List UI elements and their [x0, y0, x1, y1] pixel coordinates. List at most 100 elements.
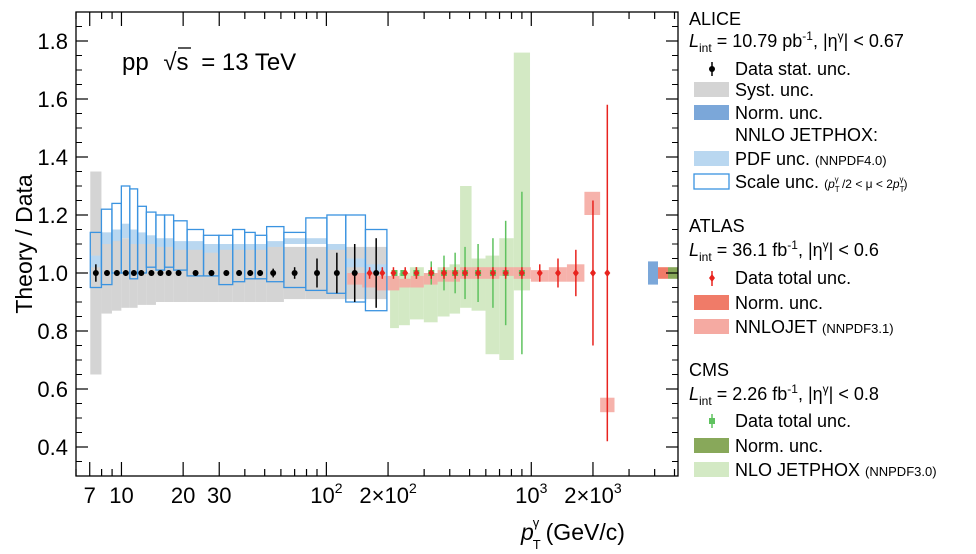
atlas-data-point: [462, 269, 469, 277]
alice-data-point: [130, 270, 137, 276]
atlas-data-point: [489, 269, 496, 277]
alice-pdf-band: [345, 258, 366, 268]
x-tick-label: 103: [515, 480, 547, 508]
plot-area: [89, 52, 678, 442]
atlas-data-point: [390, 269, 397, 277]
legend-alice-scale-swatch: [693, 173, 730, 190]
alice-data-point: [247, 270, 254, 276]
alice-pdf-band: [164, 238, 174, 247]
legend-alice-norm: Norm. unc.: [735, 103, 823, 123]
alice-pdf-band: [137, 232, 147, 244]
alice-data-point: [122, 270, 129, 276]
alice-data-point: [192, 270, 199, 276]
legend-alice-syst: Syst. unc.: [735, 80, 814, 100]
legend-alice-pdf-swatch: [694, 151, 729, 166]
alice-data-point: [373, 270, 380, 276]
atlas-data-point: [572, 269, 579, 277]
legend-atlas-nnlojet-swatch: [694, 319, 729, 334]
atlas-nnlojet-band: [399, 278, 411, 288]
alice-data-point: [103, 270, 110, 276]
y-tick-label: 0.4: [37, 435, 68, 460]
legend-cms-nlo-swatch: [694, 462, 729, 477]
atlas-data-point: [366, 269, 373, 277]
x-tick-label: 10: [109, 483, 133, 508]
legend-alice-lumi: Lint = 10.79 pb-1, |ηγ| < 0.67: [689, 29, 904, 55]
alice-data-point: [175, 270, 182, 276]
cms-nlo-band: [390, 278, 399, 329]
cms-nlo-band: [460, 186, 472, 308]
cms-nlo-band: [437, 267, 450, 317]
legend-cms-norm-swatch: [694, 438, 729, 453]
alice-pdf-band: [173, 241, 188, 250]
legend-cms-nlo: NLO JETPHOX (NNPDF3.0): [735, 460, 937, 480]
alice-pdf-band: [155, 238, 165, 247]
atlas-data-point: [604, 269, 611, 277]
y-axis-label: Theory / Data: [11, 174, 37, 314]
alice-data-point: [113, 270, 120, 276]
legend-atlas-lumi: Lint = 36.1 fb-1, |ηγ| < 0.6: [689, 238, 879, 264]
alice-pdf-band: [326, 244, 346, 250]
alice-scale-box: [364, 228, 388, 312]
alice-pdf-band: [218, 244, 233, 250]
y-tick-label: 1.4: [37, 145, 68, 170]
alice-pdf-band: [111, 229, 122, 242]
legend-cms-data: Data total unc.: [735, 411, 851, 431]
alice-pdf-band: [283, 238, 306, 244]
alice-pdf-band: [266, 241, 284, 247]
atlas-data-point: [589, 269, 596, 277]
legend-alice-data: Data stat. unc.: [735, 59, 851, 79]
legend-alice-nnlo: NNLO JETPHOX:: [735, 125, 878, 145]
atlas-data-point: [402, 269, 409, 277]
y-tick-label: 1.0: [37, 261, 68, 286]
cms-nlo-band: [499, 238, 514, 360]
alice-pdf-band: [129, 229, 138, 244]
legend-alice-syst-swatch: [694, 82, 729, 97]
legend-atlas-title: ATLAS: [689, 216, 745, 236]
legend-alice-norm-swatch: [694, 105, 729, 120]
legend-alice-data-marker: [709, 66, 715, 72]
norm-box-atlas: [658, 267, 668, 279]
atlas-data-point: [428, 269, 435, 277]
atlas-nnlojet-band: [375, 275, 388, 291]
legend-alice-pdf: PDF unc. (NNPDF4.0): [735, 149, 887, 169]
x-tick-label: 2×103: [564, 480, 622, 508]
alice-pdf-band: [187, 241, 204, 250]
atlas-data-point: [518, 269, 525, 277]
alice-pdf-band: [232, 244, 245, 250]
legend-alice-title: ALICE: [689, 9, 741, 29]
alice-data-point: [92, 270, 99, 276]
alice-data-point: [236, 270, 243, 276]
alice-pdf-band: [203, 244, 219, 253]
alice-data-point: [313, 270, 320, 276]
atlas-data-point: [536, 269, 543, 277]
x-axis-label: pTγ (GeV/c): [520, 515, 625, 552]
alice-data-point: [333, 270, 340, 276]
legend-cms-norm: Norm. unc.: [735, 436, 823, 456]
y-tick-label: 1.8: [37, 29, 68, 54]
alice-pdf-band: [90, 255, 102, 268]
y-tick-label: 1.6: [37, 87, 68, 112]
alice-data-point: [223, 270, 230, 276]
alice-data-point: [165, 270, 172, 276]
legend-atlas-norm-swatch: [694, 295, 729, 310]
x-tick-label: 102: [310, 480, 342, 508]
atlas-data-point: [554, 269, 561, 277]
alice-data-point: [157, 270, 164, 276]
y-tick-label: 0.8: [37, 319, 68, 344]
legend-cms-title: CMS: [689, 360, 729, 380]
alice-pdf-band: [146, 235, 156, 244]
cms-nlo-band: [423, 273, 438, 323]
atlas-nnlojet-band: [410, 275, 424, 288]
atlas-nnlojet-band: [387, 275, 400, 291]
legend-atlas-nnlojet: NNLOJET (NNPDF3.1): [735, 317, 894, 337]
atlas-data-point: [413, 269, 420, 277]
collision-annotation: pp √s = 13 TeV: [122, 49, 296, 76]
alice-pdf-band: [255, 244, 267, 250]
atlas-data-point: [440, 269, 447, 277]
legend-cms-lumi: Lint = 2.26 fb-1, |ηγ| < 0.8: [689, 382, 879, 408]
alice-pdf-band: [244, 244, 256, 250]
atlas-data-point: [452, 269, 459, 277]
alice-data-point: [291, 270, 298, 276]
y-tick-label: 0.6: [37, 377, 68, 402]
legend-cms-data-marker: [709, 418, 715, 424]
